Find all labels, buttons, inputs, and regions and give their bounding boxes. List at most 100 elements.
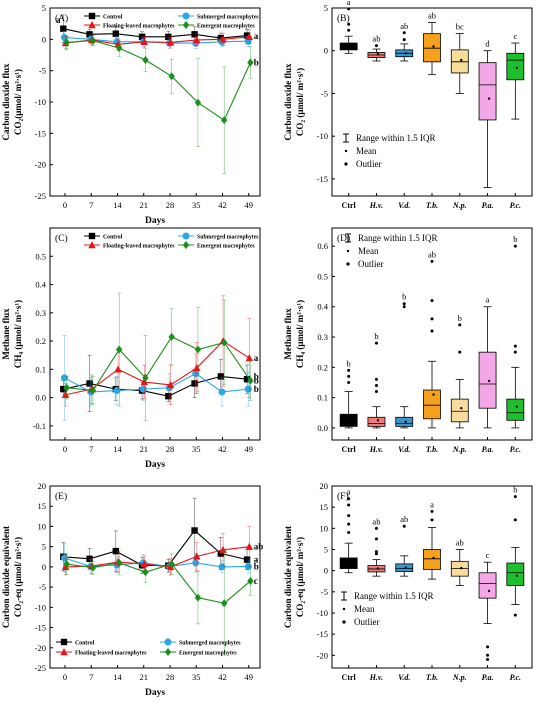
x-axis-label: Days [145, 688, 165, 698]
sig-letter: ab [428, 11, 436, 21]
x-tick-label: 42 [218, 444, 227, 454]
outlier-point [347, 380, 351, 384]
panel-label: (E) [55, 491, 67, 502]
sig-letter: ab [372, 516, 380, 526]
data-point [218, 388, 226, 396]
y-tick-label: 5 [42, 3, 46, 13]
x-tick-label: 42 [218, 200, 227, 210]
outlier-point [402, 31, 406, 35]
data-point [89, 563, 97, 572]
mean-point [432, 45, 435, 48]
legend-label: Range within 1.5 IQR [356, 133, 436, 143]
sig-letter: b [374, 331, 378, 341]
data-point [191, 31, 198, 38]
outlier-point [347, 7, 351, 11]
data-point [245, 354, 254, 362]
x-tick-label: 21 [140, 672, 149, 682]
sig-letter: ab [400, 514, 408, 524]
y-tick-label: 5 [42, 542, 46, 552]
legend-label: Mean [354, 604, 375, 614]
outlier-point [430, 518, 434, 522]
y-tick-label: 10 [38, 521, 47, 531]
y-tick-label: 0 [324, 566, 328, 576]
outlier-point [347, 497, 351, 501]
data-point [140, 37, 149, 46]
y-axis-label-line2: CH₄ (μmol/ m²·s¹) [295, 300, 305, 368]
data-point [194, 345, 202, 354]
sig-letter: b [254, 376, 259, 386]
legend-label: Floating-leaved macrophytes [75, 651, 147, 657]
box-vd: ab [395, 21, 414, 62]
line-panel-E: (E) -25 -20 -15 -10 -5 0 5 10 15 20 Carbon dioxide … [1, 481, 263, 698]
outlier-point [513, 495, 517, 499]
data-point [142, 373, 149, 382]
data-point [165, 392, 172, 400]
data-point [139, 385, 147, 393]
legend-marker [182, 21, 190, 29]
outlier-point [513, 344, 517, 348]
outlier-point [347, 368, 351, 372]
outlier-point [402, 305, 406, 309]
x-tick-label: V.d. [398, 445, 410, 454]
box-pa: d [478, 39, 497, 188]
sig-letter: b [254, 384, 259, 394]
y-tick-label: 5 [324, 3, 328, 13]
legend-marker [60, 648, 68, 656]
data-point [60, 554, 68, 562]
sig-letter: b [458, 313, 462, 323]
data-point [244, 385, 252, 393]
sig-letter: b [254, 561, 259, 571]
x-tick-label: 28 [166, 444, 175, 454]
data-point [86, 380, 93, 387]
legend-mean-icon [344, 149, 348, 153]
x-tick-label: 35 [192, 672, 201, 682]
data-point [244, 562, 252, 570]
y-tick-label: -20 [35, 643, 46, 653]
x-tick-label: P.a. [482, 201, 494, 210]
panel-label: (B) [337, 13, 350, 24]
outlier-point [374, 537, 378, 541]
legend-label: Emergent macrophytes [179, 651, 237, 657]
data-point [166, 38, 175, 46]
data-point [245, 542, 254, 550]
sig-letter: a [254, 31, 259, 41]
y-tick-label: 20 [38, 481, 47, 491]
x-tick-label: 21 [140, 200, 149, 210]
y-tick-label: 0 [324, 46, 328, 56]
data-point [89, 386, 97, 395]
y-tick-label: 20 [320, 481, 329, 491]
y-axis-label-line2: CH₄ (μmol/ m²·s¹) [13, 300, 23, 368]
outlier-point [374, 390, 378, 394]
box-body [395, 416, 414, 427]
panel-label: (A) [55, 13, 68, 24]
y-axis-label: Methane flux CH₄ (μmol/ m²·s¹) [283, 300, 305, 368]
legend-label: Mean [356, 146, 377, 156]
data-point [219, 35, 227, 43]
legend-label: Floating-leaved macrophytes [103, 24, 175, 30]
series-line [66, 40, 251, 121]
x-tick-label: T.b. [426, 201, 438, 210]
mean-point [432, 393, 435, 396]
legend-label: Control [103, 235, 123, 241]
series-floating [61, 29, 254, 51]
y-tick-label: 0.2 [317, 362, 328, 372]
data-point [112, 547, 120, 555]
data-point [61, 390, 70, 398]
outlier-point [374, 550, 378, 554]
box-body [450, 49, 469, 74]
y-tick-label: 5 [324, 544, 328, 554]
box-legend: Range within 1.5 IQR Mean Outlier [343, 133, 436, 169]
outlier-point [430, 329, 434, 333]
data-point [220, 599, 228, 608]
data-point [247, 577, 254, 586]
legend-label: Outlier [358, 259, 384, 269]
mean-point [404, 420, 407, 424]
box-body [367, 416, 386, 427]
data-point [63, 38, 70, 47]
series-control [60, 14, 251, 44]
outlier-point [402, 38, 406, 42]
mean-point [376, 567, 380, 570]
y-tick-label: -15 [35, 623, 46, 633]
mean-point [460, 566, 463, 570]
